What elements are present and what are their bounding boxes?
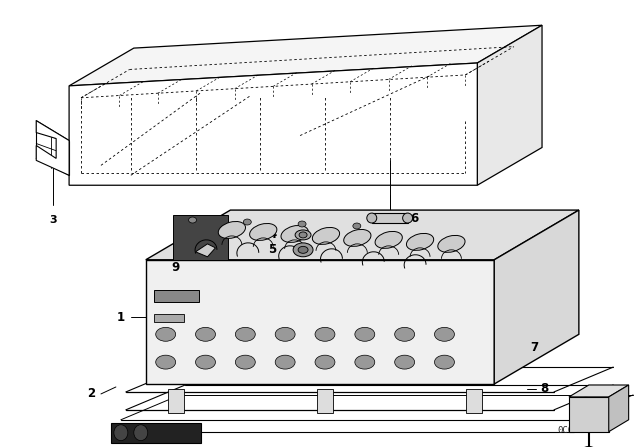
Ellipse shape (355, 355, 375, 369)
Ellipse shape (236, 355, 255, 369)
Ellipse shape (579, 447, 599, 448)
Polygon shape (69, 25, 542, 86)
Text: 8: 8 (540, 383, 548, 396)
Polygon shape (146, 210, 579, 260)
Ellipse shape (134, 425, 148, 441)
Ellipse shape (395, 355, 415, 369)
Ellipse shape (355, 327, 375, 341)
Ellipse shape (435, 355, 454, 369)
Polygon shape (569, 385, 628, 397)
Ellipse shape (293, 243, 313, 257)
Ellipse shape (438, 235, 465, 252)
Ellipse shape (281, 225, 308, 242)
Polygon shape (196, 244, 216, 257)
Polygon shape (467, 389, 483, 413)
Ellipse shape (243, 219, 252, 225)
Ellipse shape (299, 232, 307, 238)
Text: 1: 1 (117, 311, 125, 324)
Ellipse shape (295, 230, 311, 240)
Ellipse shape (375, 232, 403, 248)
Polygon shape (168, 389, 184, 413)
Polygon shape (111, 423, 200, 443)
Ellipse shape (315, 327, 335, 341)
Text: 3: 3 (49, 215, 57, 225)
Bar (154, 314, 184, 323)
Polygon shape (609, 385, 628, 432)
Ellipse shape (189, 217, 196, 223)
Polygon shape (317, 389, 333, 413)
Text: 5: 5 (268, 243, 276, 256)
Polygon shape (69, 63, 477, 185)
Ellipse shape (156, 327, 175, 341)
Text: 7: 7 (530, 341, 538, 354)
Ellipse shape (406, 233, 434, 250)
Ellipse shape (395, 327, 415, 341)
Ellipse shape (298, 246, 308, 253)
Text: 9: 9 (172, 261, 180, 274)
Ellipse shape (275, 355, 295, 369)
Ellipse shape (367, 213, 377, 223)
Polygon shape (36, 121, 69, 175)
Ellipse shape (312, 228, 340, 245)
Ellipse shape (196, 355, 216, 369)
Ellipse shape (353, 223, 361, 229)
Ellipse shape (250, 224, 277, 241)
Polygon shape (146, 260, 494, 384)
Ellipse shape (275, 327, 295, 341)
Polygon shape (494, 210, 579, 384)
Ellipse shape (344, 229, 371, 246)
Polygon shape (372, 213, 408, 223)
Ellipse shape (218, 221, 246, 238)
Ellipse shape (236, 327, 255, 341)
Ellipse shape (298, 221, 306, 227)
Text: 2: 2 (87, 388, 95, 401)
Ellipse shape (435, 327, 454, 341)
Ellipse shape (196, 327, 216, 341)
Ellipse shape (315, 355, 335, 369)
Bar (154, 289, 198, 302)
Text: 0C007666: 0C007666 (557, 426, 600, 435)
Text: 4: 4 (268, 228, 276, 241)
Ellipse shape (114, 425, 128, 441)
Ellipse shape (403, 213, 413, 223)
Polygon shape (477, 25, 542, 185)
Ellipse shape (156, 355, 175, 369)
Text: 6: 6 (410, 211, 419, 224)
Polygon shape (569, 397, 609, 432)
Bar (173, 215, 228, 260)
